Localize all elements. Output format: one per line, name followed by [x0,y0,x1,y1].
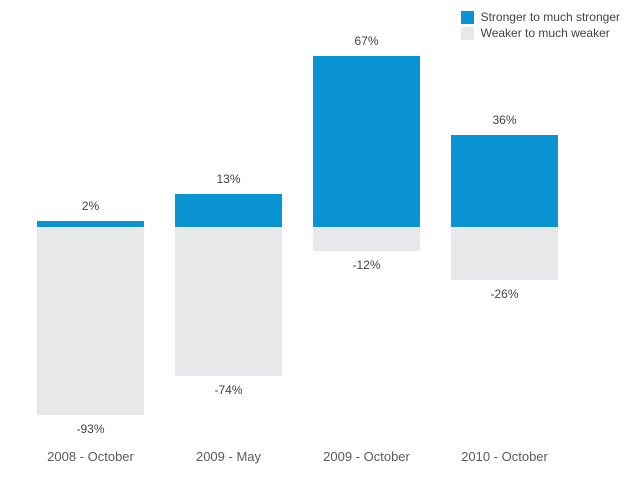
weaker-bar-segment [37,227,144,415]
weaker-bar-segment [313,227,420,251]
category-label: 2008 - October [47,449,134,464]
legend-label-stronger: Stronger to much stronger [480,10,620,24]
legend-swatch-stronger [460,10,474,24]
category-label: 2009 - October [323,449,410,464]
legend-swatch-weaker [460,26,474,40]
positive-value-label: 67% [354,34,379,48]
negative-value-label: -74% [214,383,243,397]
negative-value-label: -26% [490,287,519,301]
legend-label-weaker: Weaker to much weaker [480,26,610,40]
positive-value-label: 13% [216,172,241,186]
legend-item-weaker: Weaker to much weaker [460,26,620,40]
category-label: 2009 - May [195,449,262,464]
negative-value-label: -93% [76,422,105,436]
stronger-bar-segment [313,56,420,227]
negative-value-label: -12% [352,258,381,272]
bar-group: 36% -26% 2010 - October [451,0,558,482]
bar-group: 13% -74% 2009 - May [175,0,282,482]
stronger-bar-segment [451,135,558,227]
weaker-bar-segment [451,227,558,280]
weaker-bar-segment [175,227,282,376]
stronger-bar-segment [37,221,144,227]
positive-value-label: 2% [81,199,100,213]
legend-item-stronger: Stronger to much stronger [460,10,620,24]
category-label: 2010 - October [461,449,548,464]
stronger-bar-segment [175,194,282,227]
bar-group: 2% -93% 2008 - October [37,0,144,482]
legend: Stronger to much stronger Weaker to much… [460,10,620,40]
bar-group: 67% -12% 2009 - October [313,0,420,482]
positive-value-label: 36% [492,113,517,127]
